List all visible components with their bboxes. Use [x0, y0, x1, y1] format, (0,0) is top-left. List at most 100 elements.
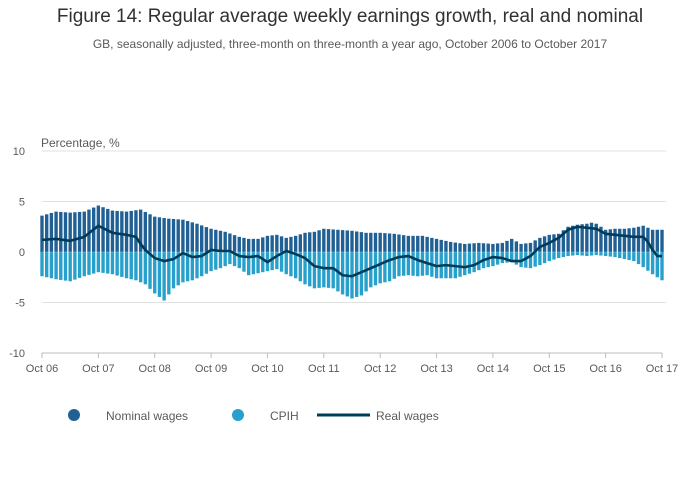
- legend: Nominal wages CPIH Real wages: [68, 409, 439, 423]
- nominal-bar: [580, 224, 584, 252]
- real-wages-line: [41, 224, 662, 278]
- nominal-bar: [472, 243, 476, 252]
- nominal-bar: [167, 218, 171, 252]
- cpih-bar: [40, 252, 44, 277]
- nominal-bar: [406, 235, 411, 252]
- cpih-bar: [401, 252, 406, 276]
- cpih-bar: [641, 252, 645, 268]
- cpih-bar: [195, 252, 199, 279]
- nominal-bar: [463, 243, 467, 252]
- nominal-bar: [355, 231, 359, 252]
- nominal-bar: [401, 235, 406, 252]
- cpih-bar: [364, 252, 368, 292]
- legend-item-nominal[interactable]: Nominal wages: [68, 409, 188, 423]
- cpih-bar: [63, 252, 68, 281]
- cpih-bar: [279, 252, 284, 272]
- nominal-bar: [636, 226, 641, 252]
- nominal-bar: [157, 217, 162, 252]
- nominal-bar: [195, 223, 199, 252]
- cpih-bar: [556, 252, 561, 259]
- nominal-bar: [387, 233, 392, 252]
- nominal-bar: [275, 234, 279, 252]
- cpih-bar: [383, 252, 387, 283]
- nominal-bar: [322, 228, 326, 252]
- nominal-bar: [162, 218, 166, 252]
- nominal-bar: [618, 228, 622, 252]
- cpih-bar: [650, 252, 655, 275]
- cpih-bar: [223, 252, 227, 267]
- cpih-bar: [171, 252, 176, 289]
- nominal-bar: [317, 230, 321, 252]
- cpih-bar: [190, 252, 194, 281]
- nominal-bar: [411, 235, 415, 252]
- cpih-bar: [392, 252, 396, 279]
- nominal-bar: [96, 205, 101, 252]
- y-tick-label: 5: [19, 197, 25, 209]
- nominal-bar: [477, 242, 481, 252]
- nominal-bar: [340, 230, 345, 252]
- cpih-bar: [326, 252, 331, 288]
- nominal-bar: [566, 226, 570, 252]
- cpih-bar: [312, 252, 317, 289]
- nominal-bar: [453, 242, 458, 252]
- nominal-bar: [63, 212, 68, 252]
- cpih-bar: [603, 252, 608, 257]
- nominal-bar: [68, 212, 72, 252]
- nominal-bar: [575, 224, 580, 252]
- cpih-bar: [153, 252, 157, 294]
- chart-subtitle: GB, seasonally adjusted, three-month on …: [92, 37, 608, 51]
- nominal-bar: [434, 238, 439, 252]
- nominal-bar: [218, 230, 223, 252]
- x-tick-label: Oct 14: [477, 363, 509, 375]
- cpih-bar: [538, 252, 542, 266]
- cpih-bar: [561, 252, 566, 258]
- cpih-bar: [120, 252, 124, 277]
- cpih-bar: [91, 252, 96, 274]
- nominal-bar: [223, 231, 227, 252]
- cpih-bar: [322, 252, 326, 288]
- cpih-bar: [618, 252, 622, 259]
- cpih-bar: [185, 252, 190, 282]
- nominal-bar: [481, 243, 486, 252]
- nominal-bar: [345, 230, 349, 252]
- cpih-bar: [232, 252, 237, 267]
- cpih-bar: [275, 252, 279, 270]
- nominal-bar: [599, 226, 603, 252]
- nominal-bar: [561, 230, 566, 252]
- y-tick-label: 0: [19, 247, 25, 259]
- y-tick-label: -5: [15, 298, 25, 310]
- nominal-bar: [556, 233, 561, 252]
- cpih-bar: [68, 252, 72, 282]
- nominal-bar: [242, 237, 246, 252]
- nominal-bar: [246, 238, 251, 252]
- cpih-bar: [242, 252, 246, 272]
- nominal-bar: [378, 232, 382, 252]
- cpih-bar: [585, 252, 589, 257]
- nominal-bar: [171, 219, 176, 252]
- nominal-bar: [204, 227, 209, 252]
- cpih-bar: [124, 252, 129, 279]
- nominal-bar: [45, 214, 49, 252]
- cpih-bar: [289, 252, 293, 277]
- cpih-bar: [420, 252, 425, 276]
- nominal-bar: [54, 211, 58, 252]
- nominal-bar: [209, 228, 213, 252]
- cpih-bar: [49, 252, 54, 279]
- nominal-bar: [138, 209, 143, 252]
- cpih-bar: [87, 252, 91, 275]
- nominal-bar: [298, 234, 303, 252]
- cpih-bar: [54, 252, 58, 280]
- legend-item-real[interactable]: Real wages: [317, 409, 439, 423]
- y-tick-label: 10: [13, 146, 25, 158]
- nominal-bar: [289, 236, 293, 252]
- nominal-bars: [40, 205, 664, 252]
- chart-title: Figure 14: Regular average weekly earnin…: [56, 6, 644, 27]
- legend-item-cpih[interactable]: CPIH: [232, 409, 299, 423]
- nominal-bar: [627, 228, 631, 252]
- nominal-bar: [181, 219, 185, 252]
- cpih-bar: [143, 252, 148, 285]
- cpih-bar: [632, 252, 636, 262]
- nominal-bar: [120, 211, 124, 252]
